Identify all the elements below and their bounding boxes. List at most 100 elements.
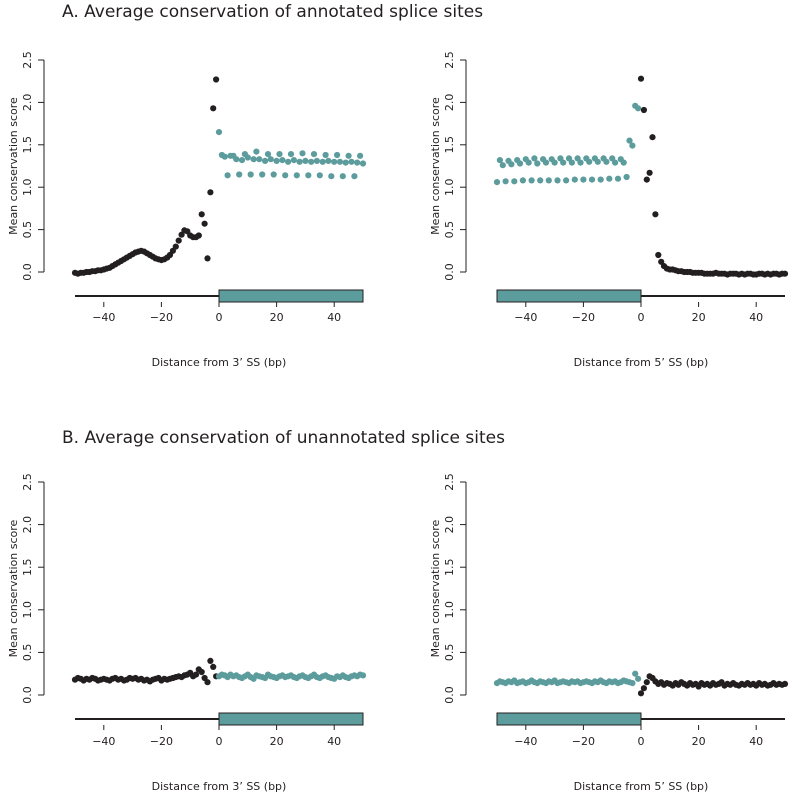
exon-point [597, 176, 604, 183]
exon-point [262, 157, 269, 164]
x-tick-label: 40 [749, 311, 763, 324]
x-axis-label: Distance from 3’ SS (bp) [152, 780, 287, 793]
intron-point [637, 75, 645, 82]
exon-point [528, 177, 535, 184]
intron-point [637, 690, 645, 697]
x-tick-label: −20 [150, 735, 173, 748]
exon-point [580, 176, 587, 183]
exon-point [511, 178, 518, 185]
y-tick-label: 0.5 [21, 644, 34, 662]
y-tick-label: 2.0 [21, 516, 34, 534]
y-tick-label: 2.0 [21, 94, 34, 112]
x-tick-label: −20 [150, 311, 173, 324]
y-axis-label: Mean conservation score [7, 519, 20, 657]
exon-point [244, 154, 251, 161]
exon-point [525, 159, 532, 166]
y-tick-label: 2.0 [443, 94, 456, 112]
x-tick-label: −40 [514, 311, 537, 324]
intron-point [781, 680, 789, 688]
y-tick-label: 2.5 [443, 51, 456, 69]
exon-point [560, 159, 567, 166]
y-tick-label: 1.5 [21, 558, 34, 576]
exon-point [336, 158, 344, 165]
exon-point [554, 177, 561, 184]
y-axis-label: Mean conservation score [7, 97, 20, 235]
exon-point [256, 156, 263, 163]
exon-point [339, 173, 346, 180]
exon-point [267, 156, 274, 163]
exon-point [542, 159, 550, 166]
y-tick-label: 1.5 [443, 136, 456, 154]
exon-point [568, 159, 576, 166]
x-tick-label: −40 [92, 311, 115, 324]
exon-point [623, 173, 630, 181]
exon-point [612, 159, 619, 166]
exon-point [493, 179, 501, 186]
exon-point [508, 161, 515, 168]
exon-point [571, 176, 578, 183]
y-axis-label: Mean conservation score [429, 97, 442, 235]
y-tick-label: 2.5 [21, 473, 34, 491]
panel-b-5ss: 0.0 0.5 1.0 1.5 2.0 2.5 Mean conservation scor… [429, 473, 789, 793]
exon-point [322, 151, 329, 159]
section-title-b: B. Average conservation of unannotated s… [62, 428, 505, 448]
exon-point [632, 670, 639, 677]
x-tick-label: 0 [638, 735, 645, 748]
exon-point [299, 150, 306, 157]
exon-box [496, 289, 642, 303]
exon-point [635, 105, 642, 112]
exon-point [359, 672, 367, 679]
y-axis-label: Mean conservation score [429, 519, 442, 657]
intron-point [207, 189, 214, 196]
x-tick-label: 20 [270, 311, 284, 324]
exon-point [287, 151, 295, 158]
exon-point [215, 129, 223, 136]
exon-point [270, 171, 277, 178]
x-tick-label: 40 [749, 735, 763, 748]
exon-point [351, 173, 358, 180]
y-tick-label: 2.0 [443, 516, 456, 534]
exon-point [313, 157, 320, 164]
exon-point [606, 175, 613, 182]
exon-point [531, 155, 538, 162]
exon-point [302, 157, 309, 164]
exon-point [221, 153, 228, 160]
exon-point [310, 151, 318, 158]
x-tick-label: 0 [638, 311, 645, 324]
y-tick-label: 1.0 [21, 178, 34, 196]
x-tick-label: −20 [572, 311, 595, 324]
exon-point [545, 177, 552, 184]
intron-point [172, 243, 179, 250]
exon-point [635, 675, 642, 682]
exon-point [357, 152, 364, 159]
panel-b-3ss: 0.0 0.5 1.0 1.5 2.0 2.5 Mean conservation scor… [7, 473, 367, 793]
exon-point [620, 159, 627, 166]
intron-point [198, 668, 205, 676]
x-axis-label: Distance from 5’ SS (bp) [574, 356, 709, 369]
y-tick-label: 1.0 [443, 601, 456, 619]
y-tick-label: 0.0 [443, 263, 456, 281]
x-axis-label: Distance from 5’ SS (bp) [574, 780, 709, 793]
exon-point [290, 157, 297, 164]
exon-point [563, 177, 570, 184]
y-tick-label: 1.5 [443, 558, 456, 576]
x-tick-label: −40 [92, 735, 115, 748]
y-tick-label: 1.5 [21, 136, 34, 154]
exon-point [236, 171, 243, 178]
exon-point [345, 152, 352, 159]
exon-point [588, 176, 596, 183]
panel-a-3ss: 0.0 0.5 1.0 1.5 2.0 2.5 Mean conservation scor… [7, 51, 367, 369]
exon-point [308, 158, 315, 165]
exon-point [603, 158, 610, 165]
intron-point [204, 255, 211, 262]
x-tick-label: 20 [692, 735, 706, 748]
exon-point [577, 159, 584, 166]
intron-point [213, 76, 220, 83]
y-tick-label: 0.5 [443, 644, 456, 662]
intron-point [646, 169, 653, 176]
x-tick-label: 20 [270, 735, 284, 748]
exon-point [519, 177, 527, 184]
x-axis-label: Distance from 3’ SS (bp) [152, 356, 287, 369]
y-tick-label: 2.5 [443, 473, 456, 491]
